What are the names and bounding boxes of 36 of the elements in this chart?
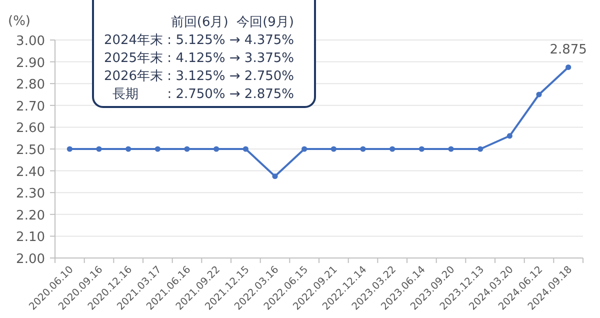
- point: [184, 146, 190, 152]
- y-tick-label: 2.70: [16, 99, 45, 114]
- point: [330, 146, 336, 152]
- point: [448, 146, 454, 152]
- y-tick-label: 2.60: [16, 121, 45, 136]
- annotation: 長期 : 2.750% → 2.875%: [112, 87, 294, 102]
- point: [418, 146, 424, 152]
- y-axis-title: (%): [8, 14, 30, 29]
- annotation: 2026年末 : 3.125% → 2.750%: [104, 69, 294, 84]
- y-tick-label: 2.50: [16, 143, 45, 158]
- y-tick-label: 3.00: [16, 34, 45, 49]
- annotation: 2024年末 : 5.125% → 4.375%: [104, 33, 294, 48]
- annotation: 2025年末 : 4.125% → 3.375%: [104, 51, 294, 66]
- y-tick-label: 2.40: [16, 164, 45, 180]
- y-tick-label: 2.00: [16, 252, 45, 267]
- text: 前回(6月) 今回(9月): [170, 15, 294, 30]
- point: [126, 146, 132, 152]
- y-tick-label: 2.30: [16, 186, 45, 202]
- point: [506, 133, 512, 139]
- point: [242, 146, 248, 152]
- point: [302, 146, 308, 152]
- point: [154, 146, 160, 152]
- point: [272, 173, 278, 180]
- point: [360, 146, 366, 152]
- y-tick-label: 2.10: [16, 230, 45, 246]
- point: [66, 146, 72, 152]
- y-tick-label: 2.90: [16, 56, 45, 71]
- point: [390, 146, 396, 152]
- y-tick-label: 2.80: [16, 78, 45, 93]
- point: [96, 146, 102, 152]
- data-label: 2.875: [550, 42, 587, 58]
- y-tick-label: 2.20: [16, 208, 45, 224]
- point: [214, 146, 220, 152]
- point: [478, 146, 484, 152]
- point: [536, 92, 542, 98]
- point: [566, 64, 572, 70]
